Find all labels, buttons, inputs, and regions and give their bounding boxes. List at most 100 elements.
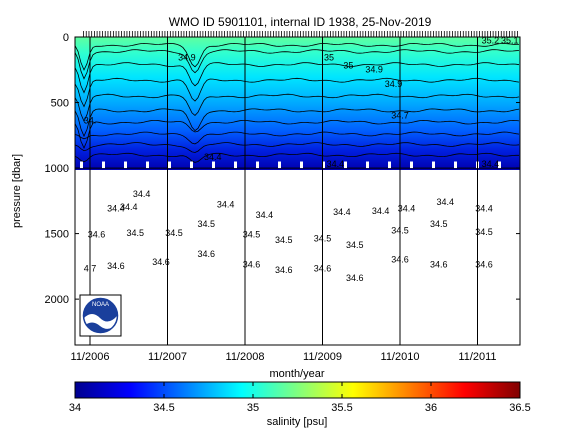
- contour-label: 34.4: [107, 203, 125, 213]
- data-gap: [124, 161, 127, 169]
- data-gap: [454, 161, 457, 169]
- contour-label: 34.4: [436, 197, 454, 207]
- contour-label: 34.4: [333, 207, 351, 217]
- noaa-logo-text: NOAA: [92, 302, 109, 308]
- contour-label: 34.5: [126, 228, 144, 238]
- contour-line: [75, 119, 520, 149]
- noaa-logo-icon: NOAA: [79, 294, 122, 337]
- data-gap: [410, 161, 413, 169]
- contour-label: 35.2: [482, 36, 500, 46]
- contour-label: 34.5: [391, 226, 409, 236]
- contour-line: [75, 42, 520, 71]
- y-axis: 0 500 1000 1500 2000: [45, 32, 520, 306]
- colorbar-label: salinity [psu]: [267, 416, 328, 428]
- x-tick-label: 11/2008: [226, 351, 265, 363]
- contour-label: 34.9: [385, 79, 403, 89]
- contour-label: 34.6: [475, 260, 493, 270]
- contour-label: 34.5: [197, 219, 215, 229]
- contour-label: 34.4: [120, 202, 138, 212]
- contour-line: [75, 131, 520, 145]
- data-gap: [366, 161, 369, 169]
- y-tick-label: 500: [51, 98, 69, 110]
- colorbar-tick-label: 36.5: [509, 402, 530, 414]
- profile-lines: [89, 37, 478, 345]
- contour-label: 34.4: [482, 159, 500, 169]
- contour-label: 34.6: [107, 261, 125, 271]
- contour-label: 4.7: [84, 264, 97, 274]
- contour-label: 34.6: [152, 257, 170, 267]
- data-gap: [80, 161, 83, 169]
- x-tick-label: 11/2007: [148, 351, 187, 363]
- contour-label: 34.5: [314, 233, 332, 243]
- contour-line: [75, 49, 520, 80]
- contour-label: 34.6: [88, 230, 106, 240]
- colorbar-tick-label: 35: [247, 402, 259, 414]
- x-tick-label: 11/2009: [303, 351, 342, 363]
- contour-label: 34.4: [133, 189, 151, 199]
- data-gap: [168, 161, 171, 169]
- y-tick-label: 2000: [45, 294, 69, 306]
- contour-label: 34.5: [520, 226, 538, 236]
- contour-label: 34.5: [430, 219, 448, 229]
- contour-label: 34.4: [256, 210, 274, 220]
- contour-label: 34.6: [391, 254, 409, 264]
- colorbar-gradient: [74, 381, 521, 399]
- contour-label: 34.4: [520, 201, 538, 211]
- colorbar-tick-label: 35.5: [331, 402, 352, 414]
- contour-label: 34.9: [178, 53, 196, 63]
- contour-label: 34.4: [217, 199, 235, 209]
- colorbar: 34 34.5 35 35.5 36 36.5 salinity [psu]: [69, 381, 531, 428]
- y-axis-label: pressure [dbar]: [11, 154, 23, 228]
- data-gap: [278, 161, 281, 169]
- data-gap: [300, 161, 303, 169]
- contour-label: 34.6: [430, 260, 448, 270]
- contour-label: 35: [343, 60, 353, 70]
- contour-label: 35: [324, 53, 334, 63]
- contour-label: 34.6: [243, 260, 261, 270]
- data-gap: [256, 161, 259, 169]
- contour-line: [75, 108, 520, 138]
- profile-ticks: [83, 31, 518, 37]
- data-gap: [234, 161, 237, 169]
- contour-label: 34.6: [520, 257, 538, 267]
- contour-label: 34.6: [197, 249, 215, 259]
- data-gap: [322, 161, 325, 169]
- x-axis: 11/2006 11/2007 11/2008 11/2009 11/2010 11/20…: [71, 37, 497, 363]
- contour-label: 34.4: [475, 203, 493, 213]
- data-gap: [432, 161, 435, 169]
- contour-line: [75, 152, 519, 163]
- data-gap: [102, 161, 105, 169]
- colorbar-tick-label: 36: [425, 402, 437, 414]
- data-gap: [498, 161, 501, 169]
- data-gap: [388, 161, 391, 169]
- chart-title: WMO ID 5901101, internal ID 1938, 25-Nov…: [169, 15, 432, 29]
- contour-label: 34.: [84, 116, 97, 126]
- contour-lines: [75, 42, 520, 169]
- y-tick-label: 1500: [45, 229, 69, 241]
- salinity-field: [75, 37, 520, 170]
- data-gap: [146, 161, 149, 169]
- contour-line: [75, 93, 520, 123]
- contour-label: 34.6: [346, 273, 364, 283]
- data-gap: [344, 161, 347, 169]
- contour-label: 35.1: [501, 36, 519, 46]
- y-tick-label: 1000: [45, 163, 69, 175]
- contour-label: 34.5: [165, 228, 183, 238]
- contour-line: [75, 77, 520, 108]
- contour-label: 34.6: [275, 265, 293, 275]
- x-tick-label: 11/2011: [458, 351, 496, 363]
- colorbar-tick-label: 34: [69, 402, 81, 414]
- contour-label: 34.5: [243, 230, 261, 240]
- data-gap: [190, 161, 193, 169]
- contour-label: 34.7: [391, 110, 409, 120]
- contour-label: 34.6: [314, 264, 332, 274]
- contour-label: 34.4: [372, 206, 390, 216]
- contour-label: 34.4: [398, 203, 416, 213]
- contour-label: 34.4: [204, 152, 222, 162]
- x-tick-label: 11/2010: [381, 351, 420, 363]
- contour-line: [75, 142, 520, 153]
- data-gap: [212, 161, 215, 169]
